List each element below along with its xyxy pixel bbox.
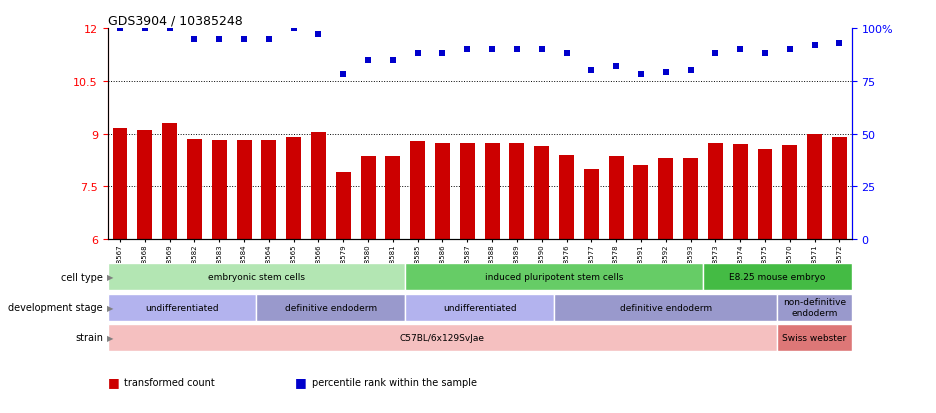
Text: ▶: ▶ <box>107 273 113 282</box>
Point <box>584 68 599 74</box>
Bar <box>777 324 852 351</box>
Bar <box>360 157 375 240</box>
Bar <box>108 263 405 291</box>
Bar <box>405 263 703 291</box>
Point <box>138 26 153 32</box>
Bar <box>410 141 425 240</box>
Bar <box>534 147 549 240</box>
Text: induced pluripotent stem cells: induced pluripotent stem cells <box>485 273 623 282</box>
Bar <box>108 294 256 321</box>
Point <box>212 36 227 43</box>
Bar <box>509 144 524 240</box>
Bar <box>162 124 177 240</box>
Text: Swiss webster: Swiss webster <box>782 333 847 342</box>
Bar <box>777 294 852 321</box>
Point <box>634 72 649 78</box>
Bar <box>708 144 723 240</box>
Bar <box>559 155 574 240</box>
Point <box>733 47 748 53</box>
Bar <box>261 140 276 240</box>
Bar <box>460 144 475 240</box>
Bar <box>485 144 500 240</box>
Point <box>112 26 127 32</box>
Bar <box>256 294 405 321</box>
Bar <box>286 138 301 240</box>
Text: undifferentiated: undifferentiated <box>443 303 517 312</box>
Text: GDS3904 / 10385248: GDS3904 / 10385248 <box>108 15 242 28</box>
Point <box>261 36 276 43</box>
Bar <box>782 145 797 240</box>
Text: ▶: ▶ <box>107 303 113 312</box>
Bar <box>658 159 673 240</box>
Bar <box>435 144 450 240</box>
Point <box>658 70 673 76</box>
Point <box>509 47 524 53</box>
Point <box>683 68 698 74</box>
Point <box>485 47 500 53</box>
Point <box>782 47 797 53</box>
Point <box>162 26 177 32</box>
Point <box>410 51 425 57</box>
Text: ■: ■ <box>295 375 307 388</box>
Bar <box>336 173 351 240</box>
Point <box>360 57 375 64</box>
Point <box>832 40 847 47</box>
Text: strain: strain <box>75 332 103 342</box>
Bar <box>112 129 127 240</box>
Point <box>807 43 822 49</box>
Bar <box>683 159 698 240</box>
Bar <box>212 140 227 240</box>
Point <box>311 32 326 38</box>
Text: definitive endoderm: definitive endoderm <box>285 303 377 312</box>
Bar <box>733 145 748 240</box>
Bar <box>386 157 401 240</box>
Point <box>286 26 301 32</box>
Point <box>435 51 450 57</box>
Point <box>237 36 252 43</box>
Text: ▶: ▶ <box>107 333 113 342</box>
Text: embryonic stem cells: embryonic stem cells <box>208 273 305 282</box>
Bar <box>634 166 649 240</box>
Bar <box>703 263 852 291</box>
Bar <box>405 294 554 321</box>
Point <box>757 51 772 57</box>
Text: C57BL/6x129SvJae: C57BL/6x129SvJae <box>400 333 485 342</box>
Text: non-definitive
endoderm: non-definitive endoderm <box>783 298 846 317</box>
Bar <box>807 134 822 240</box>
Text: percentile rank within the sample: percentile rank within the sample <box>312 377 476 387</box>
Bar <box>608 157 623 240</box>
Text: ■: ■ <box>108 375 120 388</box>
Bar <box>311 133 326 240</box>
Text: development stage: development stage <box>8 302 103 312</box>
Point <box>386 57 401 64</box>
Bar <box>554 294 777 321</box>
Point <box>559 51 574 57</box>
Bar <box>187 140 202 240</box>
Text: definitive endoderm: definitive endoderm <box>620 303 711 312</box>
Point <box>534 47 549 53</box>
Point <box>336 72 351 78</box>
Bar <box>138 131 153 240</box>
Text: undifferentiated: undifferentiated <box>145 303 219 312</box>
Point <box>187 36 202 43</box>
Bar <box>584 169 599 240</box>
Bar <box>757 150 772 240</box>
Text: cell type: cell type <box>61 272 103 282</box>
Text: E8.25 mouse embryo: E8.25 mouse embryo <box>729 273 826 282</box>
Point <box>708 51 723 57</box>
Bar <box>237 140 252 240</box>
Point <box>608 64 623 70</box>
Point <box>460 47 475 53</box>
Text: transformed count: transformed count <box>124 377 215 387</box>
Bar <box>832 138 847 240</box>
